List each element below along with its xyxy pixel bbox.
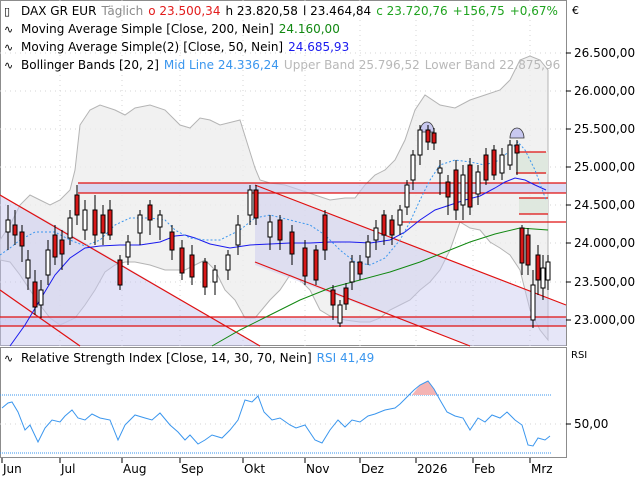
indicator-wave-icon: ∿	[4, 41, 14, 54]
bollinger-params: [20, 2]	[119, 58, 159, 72]
sma200-label: Moving Average Simple	[21, 22, 163, 36]
month-label: Sep	[181, 462, 204, 476]
close-value: c 23.720,76	[376, 4, 448, 18]
rsi-panel-label: RSI	[571, 350, 588, 361]
price-tick: 26.000,00	[574, 84, 636, 98]
sma50-legend[interactable]: ∿ Moving Average Simple(2) [Close, 50, Nei…	[4, 39, 354, 56]
high-value: h 23.820,58	[225, 4, 298, 18]
sma50-value: 24.685,93	[288, 40, 350, 54]
indicator-wave-icon: ∿	[4, 352, 14, 365]
currency-label: €	[572, 4, 579, 17]
change-value: +156,75	[452, 4, 505, 18]
rsi-line	[1, 380, 551, 447]
price-tick: 25.500,00	[574, 122, 636, 136]
low-value: l 23.464,84	[302, 4, 372, 18]
rsi-tick: 50,00	[574, 417, 609, 431]
indicator-wave-icon: ∿	[4, 59, 14, 72]
rsi-label: Relative Strength Index	[21, 351, 162, 365]
change-pct-value: +0,67%	[509, 4, 558, 18]
sma200-value: 24.160,00	[278, 22, 340, 36]
gap-zone-upper	[516, 152, 548, 174]
bollinger-mid: Mid Line 24.336,24	[163, 58, 279, 72]
bollinger-upper: Upper Band 25.796,52	[283, 58, 420, 72]
bollinger-legend[interactable]: ∿ Bollinger Bands [20, 2] Mid Line 24.336,2…	[4, 57, 565, 74]
month-label: Jun	[3, 462, 22, 476]
rsi-panel[interactable]	[0, 347, 567, 458]
price-tick: 24.000,00	[574, 236, 636, 250]
time-axis-ticks	[1, 458, 531, 463]
month-label: Mrz	[531, 462, 553, 476]
month-label: Dez	[361, 462, 384, 476]
gap-zone-lower	[519, 198, 548, 214]
month-label: 2026	[417, 462, 448, 476]
sma200-line	[211, 227, 549, 347]
month-label: Okt	[244, 462, 266, 476]
open-value: o 23.500,34	[148, 4, 221, 18]
month-label: Aug	[123, 462, 147, 476]
month-label: Nov	[306, 462, 330, 476]
rsi-overbought-fill	[412, 381, 438, 395]
rsi-params: [Close, 14, 30, 70, Nein]	[165, 351, 312, 365]
sma50-label: Moving Average Simple(2)	[21, 40, 180, 54]
price-tick: 23.500,00	[574, 275, 636, 289]
sma200-legend[interactable]: ∿ Moving Average Simple [Close, 200, Nein]…	[4, 21, 345, 38]
price-tick: 26.500,00	[574, 46, 636, 60]
period-label[interactable]: Täglich	[101, 4, 144, 18]
bollinger-lower: Lower Band 22.875,96	[424, 58, 561, 72]
top-marker-2	[509, 127, 525, 139]
symbol-name: DAX GR EUR	[21, 4, 97, 18]
indicator-wave-icon: ∿	[4, 23, 14, 36]
candlestick-icon: ▯	[4, 5, 11, 18]
price-legend: ▯ DAX GR EUR Täglich o 23.500,34 h 23.820,58…	[4, 3, 563, 20]
bollinger-mid-line	[0, 141, 547, 266]
month-label: Feb	[474, 462, 496, 476]
rsi-legend[interactable]: ∿ Relative Strength Index [Close, 14, 30, …	[4, 350, 379, 367]
price-tick: 23.000,00	[574, 313, 636, 327]
price-tick: 25.000,00	[574, 160, 636, 174]
price-axis-ticks	[566, 52, 571, 321]
price-candles	[5, 125, 551, 328]
support-zone	[0, 317, 566, 326]
resistance-zone	[78, 183, 566, 193]
sma50-params: [Close, 50, Nein]	[183, 40, 284, 54]
month-label: Jul	[61, 462, 76, 476]
bollinger-label: Bollinger Bands	[21, 58, 115, 72]
price-tick: 24.500,00	[574, 198, 636, 212]
sma200-params: [Close, 200, Nein]	[166, 22, 274, 36]
rsi-value: RSI 41,49	[316, 351, 375, 365]
